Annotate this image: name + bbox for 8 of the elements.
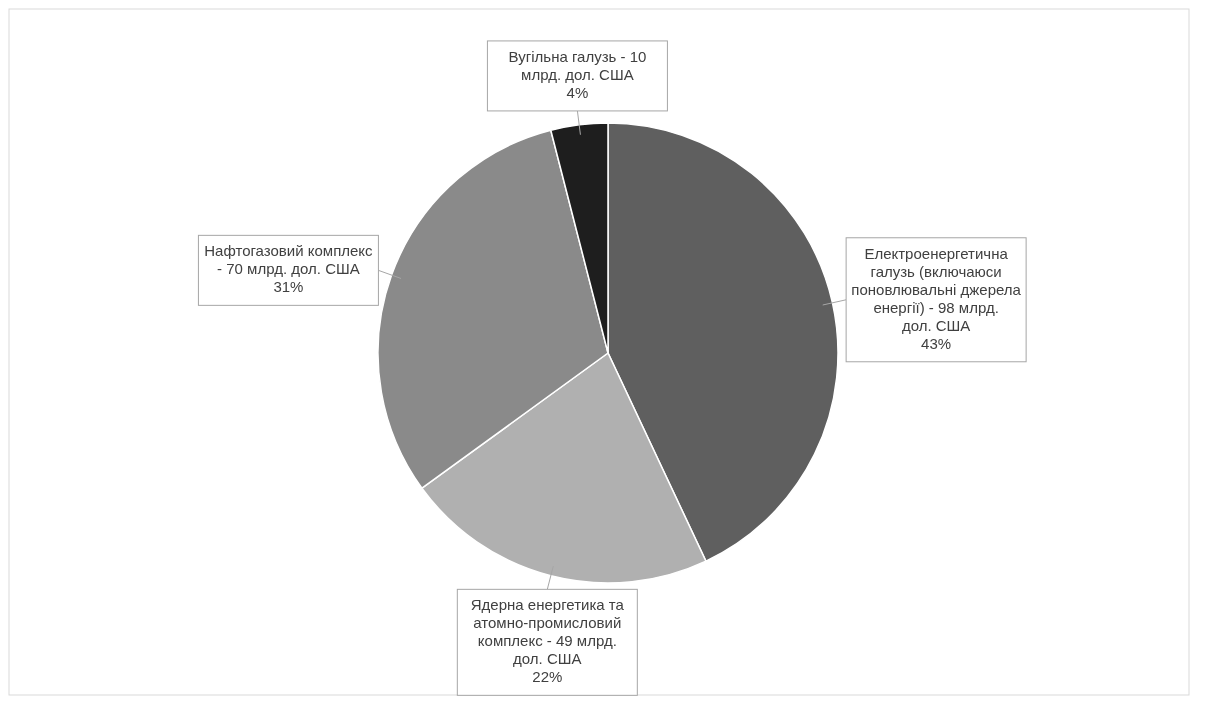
data-label: 31% <box>273 278 304 296</box>
slice-label: Електроенергетична галузь (включаюси поновлювальні джерела енергії) - 98 млрд. дол. США <box>851 244 1022 334</box>
data-label: 43% <box>921 334 952 352</box>
slice-label: Ядерна енергетика та атомно-промисловий комплекс - 49 млрд. дол. США <box>470 596 625 668</box>
slice-label: Нафтогазовий комплекс - 70 млрд. дол. США <box>204 242 374 278</box>
slice-label: Вугільна галузь - 10 млрд. дол. США <box>508 47 647 83</box>
data-label: 22% <box>532 668 563 686</box>
data-label: 4% <box>566 83 589 101</box>
